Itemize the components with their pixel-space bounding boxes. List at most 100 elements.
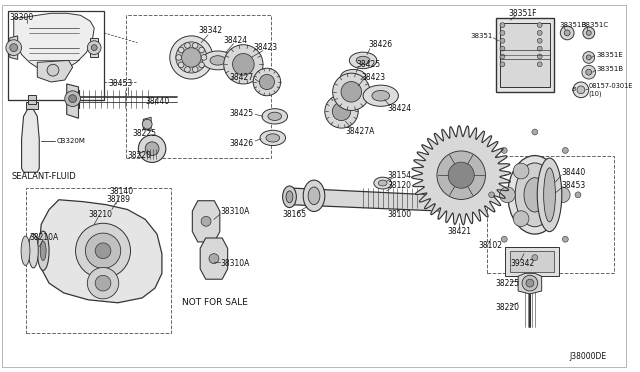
Text: 38423: 38423 [253, 43, 277, 52]
Polygon shape [193, 201, 220, 242]
Polygon shape [412, 126, 511, 225]
Circle shape [573, 82, 589, 98]
Ellipse shape [448, 199, 455, 209]
Ellipse shape [202, 51, 234, 70]
Ellipse shape [303, 180, 325, 212]
Text: 38102: 38102 [479, 241, 503, 250]
Text: 38424: 38424 [224, 36, 248, 45]
Circle shape [554, 187, 570, 203]
Text: 38440: 38440 [145, 97, 170, 106]
Circle shape [586, 55, 591, 60]
Circle shape [448, 162, 474, 188]
Ellipse shape [286, 191, 293, 203]
Circle shape [437, 151, 486, 199]
Ellipse shape [28, 234, 38, 268]
Ellipse shape [266, 134, 280, 142]
Polygon shape [90, 38, 98, 57]
Text: 38154: 38154 [388, 171, 412, 180]
Ellipse shape [260, 130, 285, 145]
Text: 38426: 38426 [368, 40, 392, 49]
Ellipse shape [363, 85, 399, 106]
Circle shape [564, 30, 570, 36]
Polygon shape [143, 117, 151, 131]
Circle shape [92, 45, 97, 51]
Circle shape [537, 46, 542, 51]
Text: 38427A: 38427A [346, 126, 375, 135]
Text: 38100: 38100 [388, 210, 412, 219]
Polygon shape [10, 36, 18, 60]
Polygon shape [289, 188, 451, 212]
Circle shape [185, 67, 190, 72]
Circle shape [582, 65, 596, 79]
Circle shape [532, 255, 538, 260]
Circle shape [586, 31, 591, 35]
Text: (10): (10) [589, 90, 602, 97]
Circle shape [95, 275, 111, 291]
Polygon shape [518, 273, 541, 294]
Bar [26, 102, 38, 109]
Text: 38310A: 38310A [221, 207, 250, 216]
Circle shape [501, 147, 508, 153]
Circle shape [489, 192, 495, 198]
Circle shape [199, 47, 204, 53]
Text: 38220: 38220 [495, 303, 520, 312]
Circle shape [500, 62, 505, 67]
Text: 38225: 38225 [495, 279, 520, 288]
Ellipse shape [445, 194, 458, 214]
Text: 38220: 38220 [127, 151, 152, 160]
Ellipse shape [356, 56, 370, 64]
Circle shape [193, 43, 198, 48]
Ellipse shape [348, 74, 359, 81]
Ellipse shape [378, 180, 387, 186]
Circle shape [537, 38, 542, 43]
Text: 39342: 39342 [510, 259, 534, 268]
Ellipse shape [262, 109, 287, 124]
Bar [486, 155, 614, 273]
Circle shape [87, 41, 101, 55]
Circle shape [259, 74, 275, 90]
Circle shape [586, 69, 592, 75]
Text: 38210: 38210 [88, 210, 112, 219]
Circle shape [68, 95, 77, 103]
Circle shape [182, 48, 201, 67]
Bar [26, 188, 171, 333]
Circle shape [537, 31, 542, 35]
Circle shape [95, 243, 111, 259]
Circle shape [201, 55, 207, 60]
Bar [125, 15, 271, 158]
Circle shape [142, 119, 152, 129]
Circle shape [341, 81, 362, 102]
Bar [500, 23, 550, 87]
Circle shape [500, 38, 505, 43]
Circle shape [541, 211, 556, 227]
Circle shape [176, 42, 207, 73]
Ellipse shape [508, 155, 562, 234]
Text: 38423: 38423 [361, 73, 385, 81]
Circle shape [583, 52, 595, 63]
Text: 38342: 38342 [198, 26, 222, 35]
Circle shape [537, 54, 542, 59]
Circle shape [47, 64, 59, 76]
Circle shape [201, 217, 211, 226]
Ellipse shape [268, 112, 282, 121]
Bar [28, 95, 36, 103]
Circle shape [513, 163, 529, 179]
Text: NOT FOR SALE: NOT FOR SALE [182, 298, 248, 307]
Polygon shape [37, 60, 72, 82]
Polygon shape [22, 109, 39, 172]
Circle shape [333, 73, 370, 110]
Text: 38427: 38427 [229, 73, 253, 81]
Circle shape [179, 47, 184, 53]
Circle shape [65, 91, 81, 106]
Text: 38424: 38424 [388, 104, 412, 113]
Text: 38351C: 38351C [582, 22, 609, 28]
Ellipse shape [515, 163, 554, 227]
Circle shape [76, 223, 131, 278]
Circle shape [513, 211, 529, 227]
Circle shape [185, 43, 190, 48]
Polygon shape [67, 84, 79, 118]
Ellipse shape [21, 236, 30, 266]
Ellipse shape [340, 70, 366, 85]
Circle shape [526, 279, 534, 287]
Ellipse shape [349, 52, 377, 69]
